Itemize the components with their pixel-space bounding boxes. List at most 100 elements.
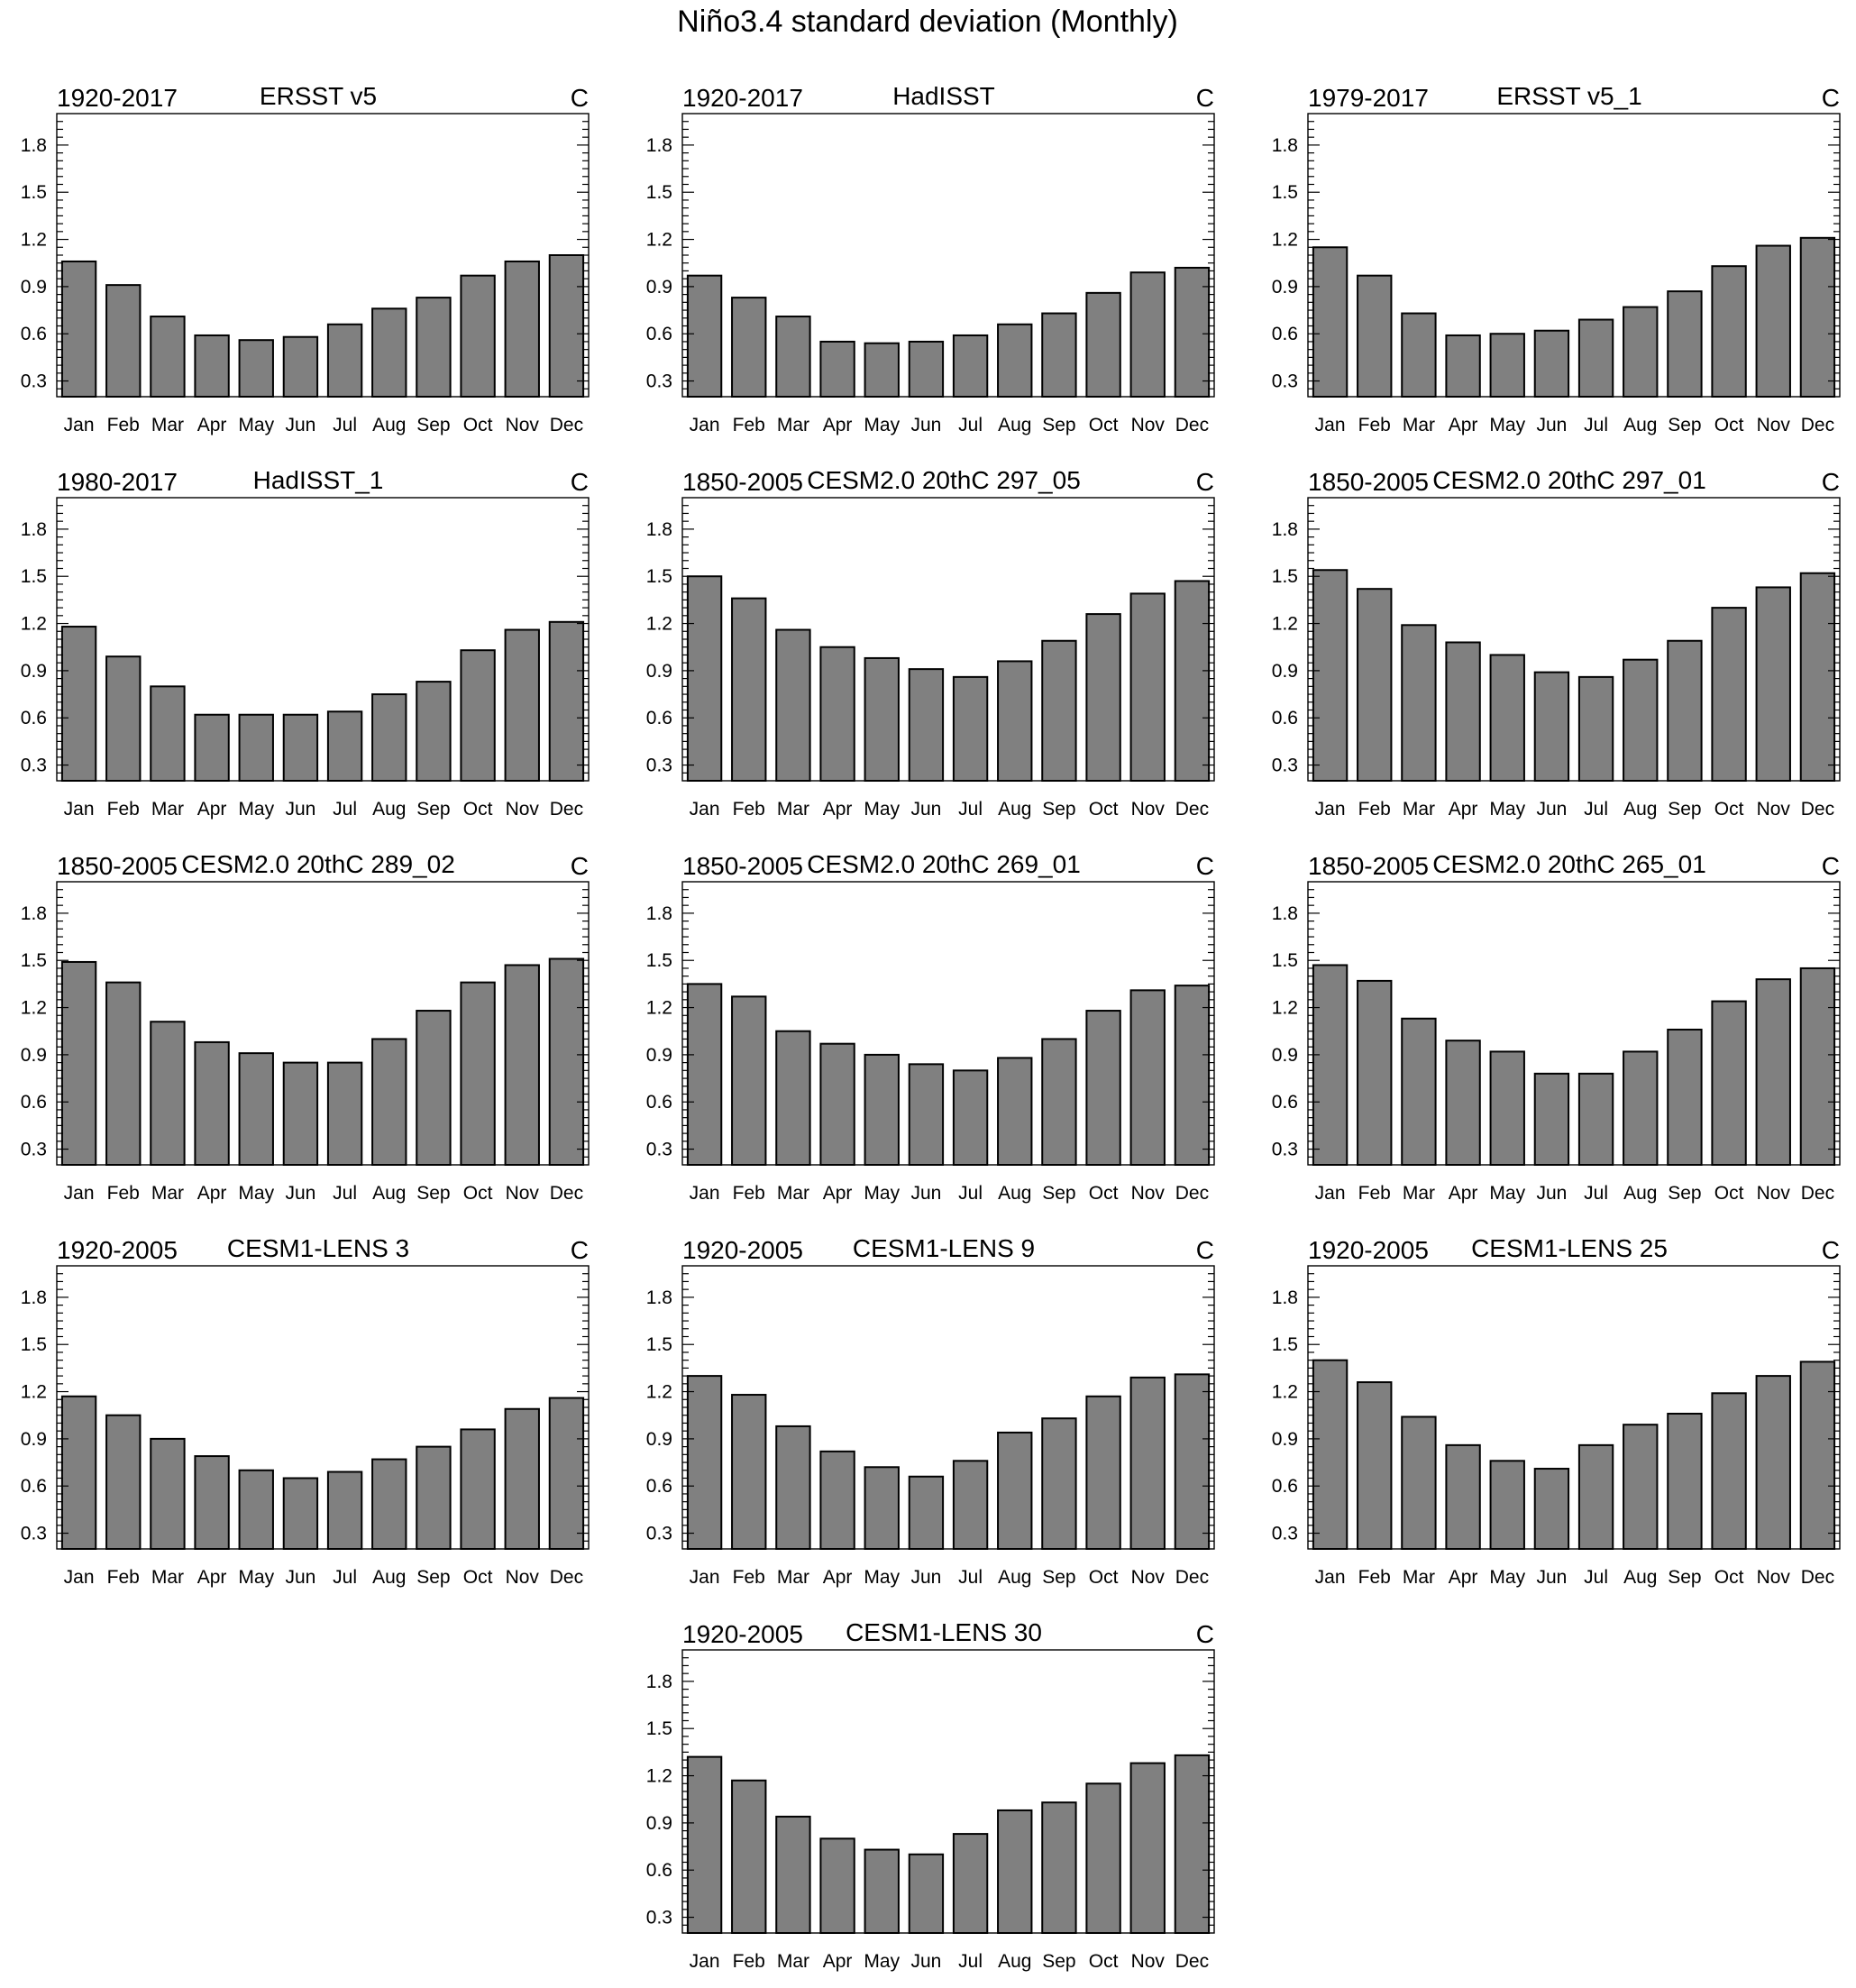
- y-tick-label: 0.9: [1272, 661, 1298, 682]
- chart-panel: 0.3 0.6 0.9 1.2 1.5 1.8 Jan Feb Mar Apr May Jun Jul A…: [21, 1234, 590, 1588]
- bar: [1129, 1376, 1166, 1551]
- bar: [460, 649, 496, 783]
- y-tick-label: 1.2: [21, 230, 47, 251]
- x-tick-label: Jun: [910, 415, 941, 435]
- x-tick-label: Aug: [372, 1183, 406, 1204]
- bar: [997, 1809, 1033, 1935]
- bar: [1129, 1762, 1166, 1934]
- x-tick-label: Nov: [506, 1567, 540, 1588]
- x-tick-label: Sep: [1668, 1183, 1701, 1204]
- y-tick-label: 0.6: [21, 1092, 47, 1113]
- x-tick-label: Jul: [1584, 415, 1608, 435]
- bar: [326, 323, 363, 398]
- y-tick-label: 1.5: [21, 1334, 47, 1355]
- x-tick-label: Jun: [910, 1567, 941, 1588]
- bar: [952, 1833, 989, 1934]
- y-tick-label: 0.6: [21, 708, 47, 728]
- bar: [238, 1052, 274, 1166]
- x-tick-label: Jun: [1536, 415, 1567, 435]
- page-title: Niño3.4 standard deviation (Monthly): [677, 5, 1178, 39]
- x-tick-label: Dec: [550, 415, 583, 435]
- x-tick-label: Oct: [1714, 415, 1744, 435]
- bar: [1174, 1373, 1211, 1551]
- bar: [864, 1053, 900, 1167]
- x-tick-label: Dec: [1801, 415, 1834, 435]
- panel-period: 1920-2005: [1308, 1236, 1429, 1264]
- chart-panel: 0.3 0.6 0.9 1.2 1.5 1.8 Jan Feb Mar Apr May Jun Jul A…: [1272, 850, 1841, 1204]
- x-tick-label: Nov: [506, 1183, 540, 1204]
- y-tick-label: 0.6: [1272, 1476, 1298, 1497]
- x-tick-label: Aug: [1623, 799, 1657, 820]
- bar: [686, 983, 723, 1167]
- x-tick-label: Feb: [733, 1567, 765, 1588]
- x-tick-label: Oct: [463, 1567, 493, 1588]
- x-tick-label: Jan: [64, 1567, 95, 1588]
- bar: [1667, 290, 1703, 398]
- bar: [908, 668, 945, 783]
- x-tick-label: Jan: [690, 1183, 720, 1204]
- bar: [686, 1755, 723, 1934]
- bar: [819, 1042, 855, 1166]
- x-tick-label: Jul: [333, 1183, 357, 1204]
- bar: [371, 307, 407, 398]
- x-tick-label: Oct: [463, 799, 493, 820]
- bar: [1577, 1443, 1614, 1551]
- x-tick-label: Mar: [151, 415, 184, 435]
- x-tick-label: Aug: [1623, 415, 1657, 435]
- x-tick-label: Jul: [958, 1567, 983, 1588]
- y-tick-label: 1.8: [646, 135, 672, 156]
- y-tick-label: 0.3: [1272, 1524, 1298, 1544]
- bar: [1174, 266, 1211, 399]
- y-tick-label: 0.9: [1272, 1429, 1298, 1450]
- y-tick-label: 1.5: [21, 182, 47, 203]
- bar: [775, 628, 811, 782]
- x-tick-label: Aug: [998, 799, 1031, 820]
- x-tick-label: Feb: [107, 1183, 140, 1204]
- bar: [864, 1848, 900, 1934]
- x-tick-label: Oct: [463, 1183, 493, 1204]
- x-tick-label: Apr: [1449, 415, 1478, 435]
- bar: [1577, 1072, 1614, 1167]
- bar: [1174, 580, 1211, 783]
- y-tick-label: 0.6: [646, 708, 672, 728]
- bar: [1312, 246, 1349, 398]
- bar: [1174, 985, 1211, 1166]
- bar: [1401, 1017, 1437, 1167]
- x-tick-label: Dec: [1175, 1183, 1209, 1204]
- panel-period: 1920-2017: [682, 84, 803, 112]
- y-tick-label: 0.6: [21, 1476, 47, 1497]
- x-tick-label: Oct: [1089, 799, 1119, 820]
- chart-panel: 0.3 0.6 0.9 1.2 1.5 1.8 Jan Feb Mar Apr May Jun Jul A…: [646, 1234, 1215, 1588]
- x-tick-label: Oct: [1714, 1183, 1744, 1204]
- x-tick-label: Nov: [1757, 1183, 1791, 1204]
- bar: [371, 693, 407, 782]
- bar: [1041, 639, 1077, 782]
- panel-units: C: [1822, 852, 1840, 880]
- bar: [326, 710, 363, 782]
- panel-title: CESM1-LENS 3: [227, 1234, 409, 1262]
- x-tick-label: Nov: [1131, 1183, 1166, 1204]
- x-tick-label: Jan: [1315, 415, 1346, 435]
- bar: [60, 260, 97, 398]
- y-tick-label: 0.9: [1272, 1045, 1298, 1066]
- bar: [775, 1030, 811, 1166]
- x-tick-label: Jan: [690, 1567, 720, 1588]
- bar: [1755, 1375, 1791, 1550]
- panel-units: C: [571, 852, 589, 880]
- bar: [1445, 641, 1481, 782]
- bar: [60, 626, 97, 782]
- bar: [1623, 306, 1659, 399]
- x-tick-label: Aug: [372, 415, 406, 435]
- bar: [504, 964, 540, 1167]
- bar: [548, 1397, 585, 1550]
- bar: [1799, 1360, 1836, 1551]
- panel-units: C: [1196, 852, 1214, 880]
- bar: [238, 713, 274, 783]
- bar: [1711, 607, 1747, 782]
- bar: [1799, 236, 1836, 398]
- panel-units: C: [571, 84, 589, 112]
- x-tick-label: Jan: [1315, 799, 1346, 820]
- bar: [819, 340, 855, 399]
- bar: [686, 575, 723, 782]
- bar: [504, 260, 540, 398]
